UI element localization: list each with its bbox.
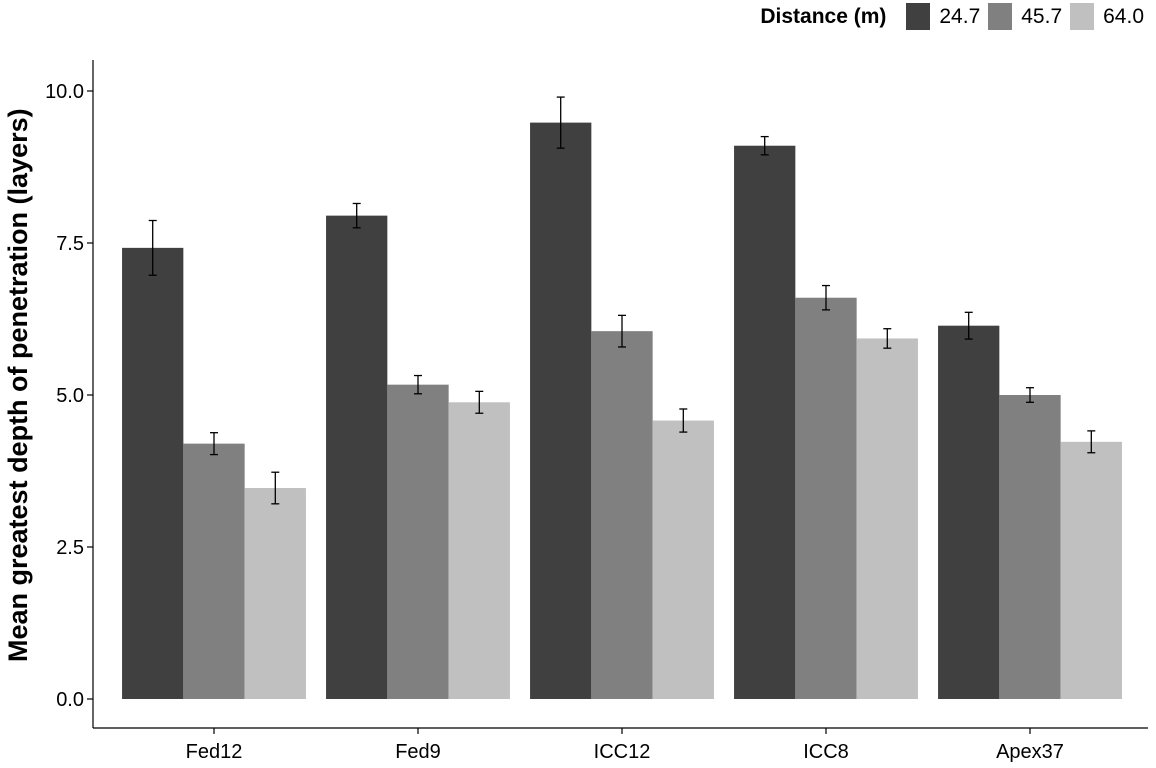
bar bbox=[122, 247, 184, 699]
bar bbox=[591, 331, 653, 699]
bar bbox=[938, 325, 1000, 699]
y-tick-label: 7.5 bbox=[56, 233, 84, 255]
bar bbox=[652, 420, 714, 699]
y-tick-label: 2.5 bbox=[56, 537, 84, 559]
y-tick-label: 5.0 bbox=[56, 385, 84, 407]
bar bbox=[856, 338, 918, 699]
legend-label: 45.7 bbox=[1021, 4, 1063, 28]
bar bbox=[183, 443, 245, 699]
y-tick-label: 0.0 bbox=[56, 689, 84, 711]
bar bbox=[734, 145, 796, 700]
bar bbox=[326, 215, 388, 699]
legend-swatch bbox=[906, 3, 931, 30]
legend-item-45-7: 45.7 bbox=[988, 3, 1062, 30]
bar bbox=[387, 384, 449, 699]
x-tick-label: ICC8 bbox=[803, 741, 849, 763]
x-tick-label: Fed9 bbox=[395, 741, 441, 763]
bar bbox=[448, 402, 510, 699]
legend: Distance (m) 24.7 45.7 64.0 bbox=[760, 3, 1144, 30]
bar bbox=[999, 395, 1061, 699]
x-tick-label: Fed12 bbox=[186, 741, 243, 763]
legend-label: 64.0 bbox=[1103, 4, 1144, 28]
x-tick-label: Apex37 bbox=[996, 741, 1064, 763]
legend-item-24-7: 24.7 bbox=[906, 3, 980, 30]
bar bbox=[244, 488, 306, 699]
legend-label: 24.7 bbox=[939, 4, 981, 28]
legend-swatch bbox=[988, 3, 1013, 30]
bar bbox=[1060, 441, 1122, 699]
bar bbox=[530, 122, 592, 700]
legend-title: Distance (m) bbox=[760, 4, 887, 28]
x-tick-label: ICC12 bbox=[594, 741, 651, 763]
legend-item-64-0: 64.0 bbox=[1070, 3, 1144, 30]
legend-swatch bbox=[1070, 3, 1095, 30]
y-tick-label: 10.0 bbox=[45, 81, 84, 103]
bar bbox=[795, 297, 857, 699]
